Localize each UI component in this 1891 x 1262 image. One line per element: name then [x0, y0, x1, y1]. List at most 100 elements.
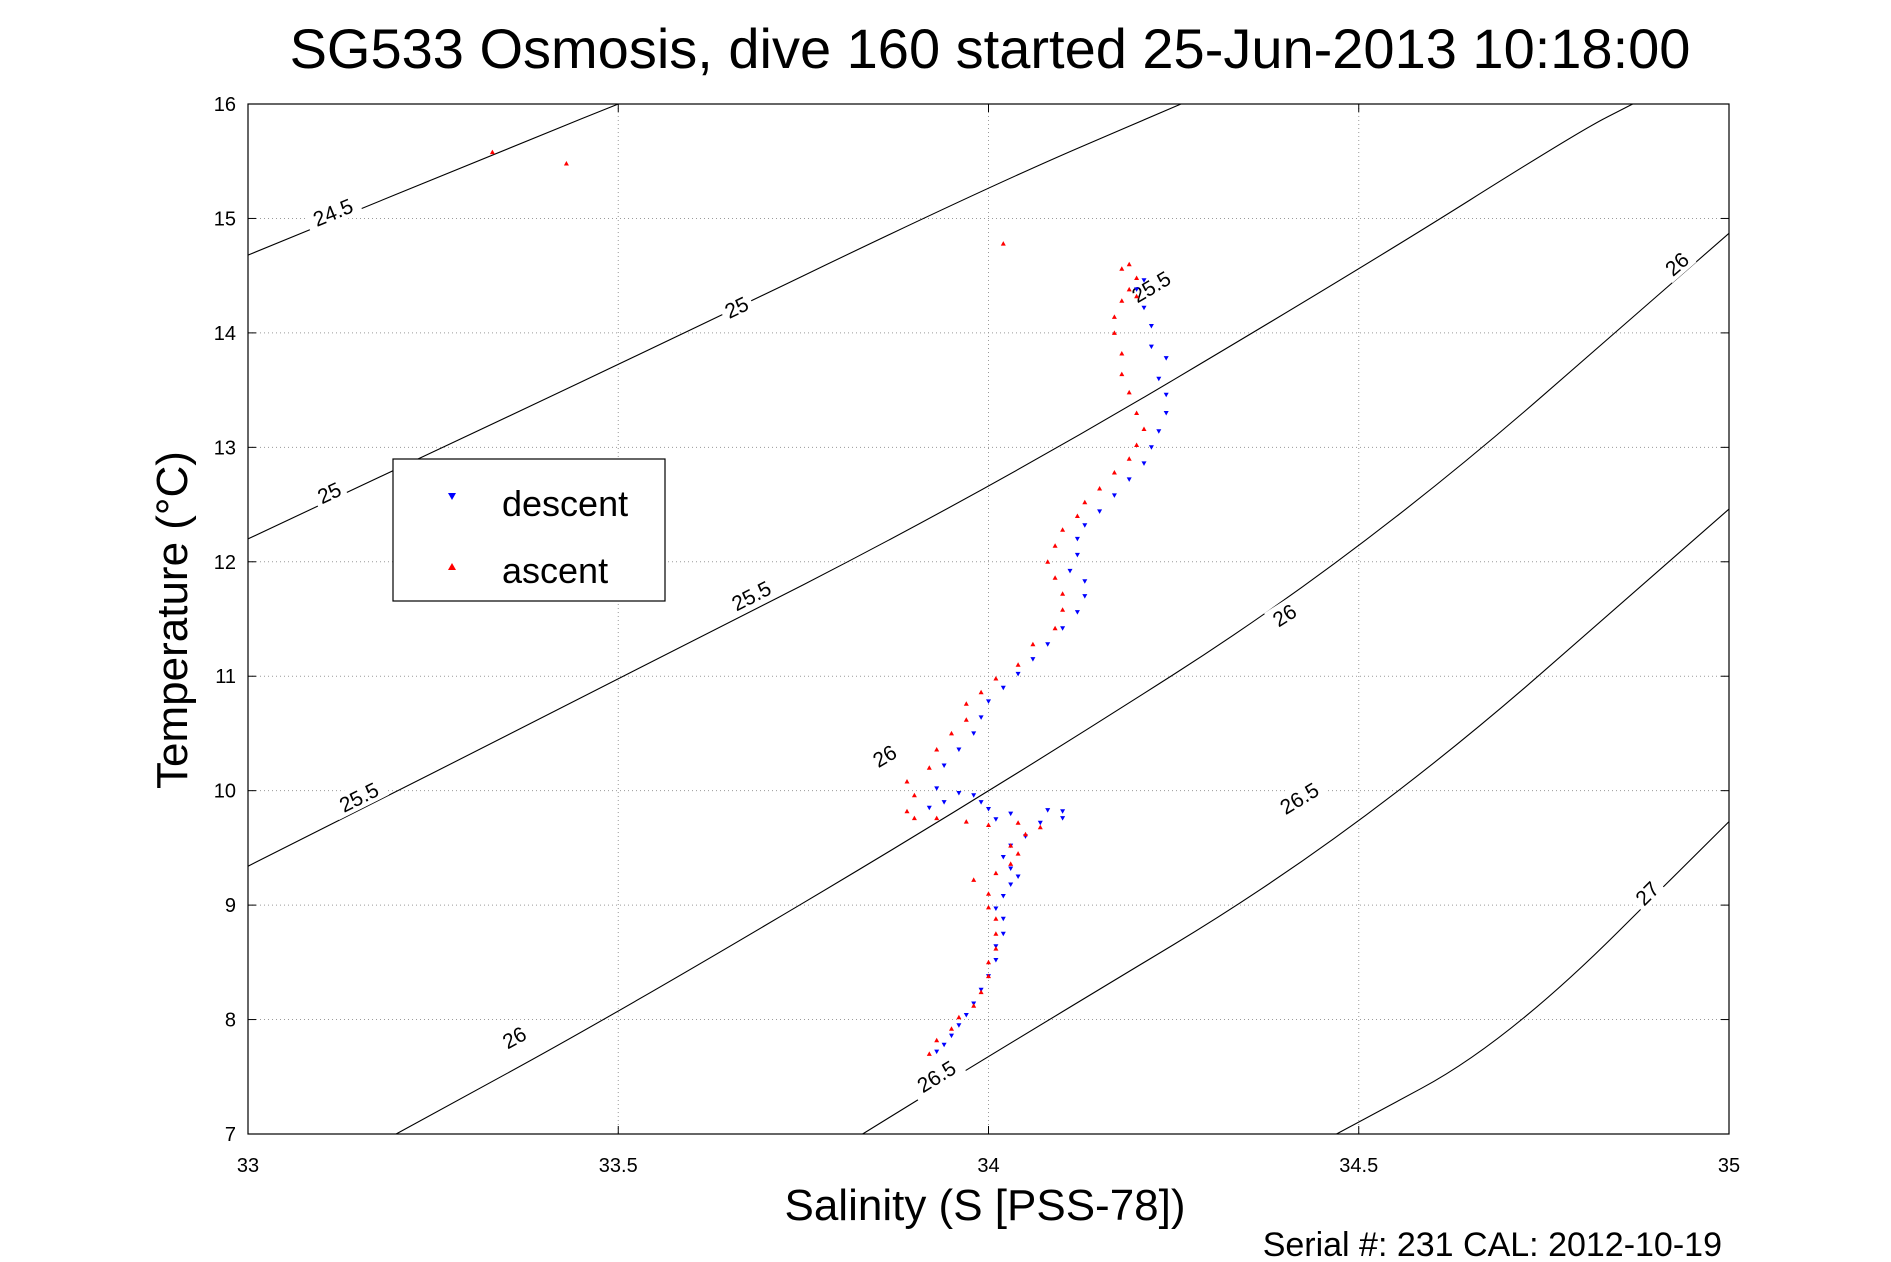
descent-point	[956, 747, 962, 752]
contour-label-mask	[1626, 873, 1667, 913]
descent-point	[941, 800, 947, 805]
descent-point	[1163, 356, 1169, 361]
ascent-point	[1119, 298, 1125, 303]
x-axis-label: Salinity (S [PSS-78])	[784, 1181, 1185, 1230]
descent-point	[1141, 305, 1147, 311]
descent-point	[1082, 523, 1088, 528]
descent-point	[926, 805, 932, 811]
ascent-point	[489, 149, 495, 155]
ascent-point	[978, 689, 984, 695]
legend-label-ascent: ascent	[502, 550, 608, 591]
descent-point	[1141, 461, 1147, 466]
ascent-point	[1134, 442, 1140, 447]
ascent-point	[1111, 470, 1117, 475]
y-axis-label: Temperature (°C)	[148, 451, 197, 789]
ascent-point	[986, 891, 991, 896]
density-contours	[247, 103, 1730, 1135]
contour-label-mask	[328, 773, 390, 820]
descent-point	[941, 763, 947, 768]
ascent-point	[963, 819, 969, 824]
descent-point	[1163, 392, 1169, 398]
descent-point	[1141, 278, 1147, 283]
contour-label-mask	[716, 289, 756, 325]
contour-line-26-5	[862, 508, 1730, 1135]
ascent-point	[1037, 824, 1043, 830]
contour-line-27	[1336, 821, 1730, 1135]
descent-point	[1074, 552, 1080, 558]
ascent-point	[993, 676, 999, 681]
descent-point	[963, 1013, 969, 1018]
descent-point	[1000, 894, 1006, 899]
descent-point	[971, 731, 977, 736]
ascent-point	[993, 870, 999, 876]
ascent-point	[949, 1026, 954, 1031]
contour-line-24-5	[247, 103, 619, 256]
ascent-point	[1008, 843, 1014, 848]
descent-point	[1037, 820, 1043, 826]
ascent-point	[1126, 286, 1132, 292]
descent-point	[971, 793, 977, 798]
contour-line-25-5	[247, 103, 1633, 867]
contour-label-mask	[302, 190, 364, 234]
ascent-point	[1060, 607, 1066, 612]
ascent-point	[911, 815, 917, 821]
ascent-point	[904, 808, 910, 814]
contour-line-26	[395, 232, 1730, 1135]
ascent-point	[1111, 330, 1117, 335]
descent-point	[993, 906, 999, 911]
x-tick-label: 34.5	[1339, 1155, 1378, 1177]
ascent-point	[1052, 575, 1058, 580]
legend-label-descent: descent	[502, 483, 628, 524]
ascent-point	[1097, 486, 1103, 491]
ascent-point	[978, 989, 984, 995]
descent-point	[1000, 855, 1006, 860]
ascent-point	[1119, 351, 1125, 356]
legend-marker-ascent	[448, 563, 456, 570]
ascent-point	[986, 904, 991, 910]
descent-point	[1015, 874, 1021, 879]
y-tick-label: 16	[214, 94, 236, 116]
ascent-point	[1111, 314, 1117, 319]
descent-point	[1060, 626, 1066, 631]
contour-line-25	[247, 103, 1182, 540]
descent-point	[1030, 657, 1036, 662]
contour-label-mask	[1264, 595, 1305, 634]
descent-point	[1082, 594, 1088, 599]
ascent-point	[1000, 241, 1006, 246]
ascent-point	[1030, 641, 1036, 647]
descent-point	[1074, 536, 1080, 542]
descent-point	[1097, 509, 1103, 514]
x-tick-label: 35	[1718, 1155, 1740, 1177]
ascent-point	[1119, 266, 1125, 271]
descent-point	[1060, 809, 1066, 814]
ascent-point	[1126, 456, 1132, 461]
x-tick-label: 33.5	[599, 1155, 638, 1177]
ascent-point	[911, 792, 917, 798]
y-axis-ticks: 7 8 9 10 11 12 13 14 15 16	[214, 94, 1729, 1146]
contour-label-mask	[309, 474, 349, 510]
descent-point	[1148, 324, 1154, 329]
ascent-point	[1134, 293, 1140, 299]
ascent-point	[956, 1014, 962, 1020]
ascent-point	[1141, 426, 1147, 431]
descent-point	[986, 699, 991, 704]
descent-point	[993, 817, 999, 822]
ascent-point	[993, 946, 999, 951]
descent-point	[978, 715, 984, 720]
ascent-point	[1045, 559, 1051, 564]
descent-point	[949, 1033, 954, 1039]
descent-point	[1156, 376, 1162, 382]
contour-label-mask	[906, 1051, 967, 1101]
ascent-point	[1126, 389, 1132, 395]
descent-point	[1148, 344, 1154, 350]
ascent-point	[1082, 499, 1088, 505]
ascent-point	[949, 730, 954, 736]
chart-title: SG533 Osmosis, dive 160 started 25-Jun-2…	[290, 17, 1691, 80]
descent-point	[1126, 477, 1132, 482]
ascent-point	[926, 1051, 932, 1056]
ascent-point	[1052, 625, 1058, 631]
contour-label-mask	[720, 571, 782, 619]
descent-point	[986, 807, 991, 812]
